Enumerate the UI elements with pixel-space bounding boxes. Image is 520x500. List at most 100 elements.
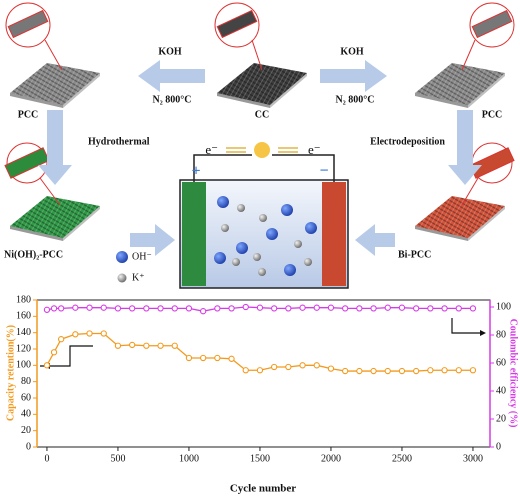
data-point <box>199 354 207 362</box>
data-point <box>171 305 178 312</box>
label: + <box>191 163 200 180</box>
y2-tick-label: 60 <box>496 357 506 368</box>
shape <box>461 39 476 71</box>
y-tick-label: 160 <box>16 311 31 322</box>
data-point <box>128 305 136 312</box>
shape <box>471 9 513 39</box>
shape <box>182 182 206 286</box>
data-point <box>72 304 79 311</box>
data-point <box>185 354 193 362</box>
x-tick-label: 2500 <box>392 453 412 464</box>
data-point <box>114 305 122 312</box>
shape <box>415 63 505 108</box>
label: Capacity retention(%) <box>5 325 16 421</box>
data-point <box>398 367 406 375</box>
data-point <box>100 304 107 311</box>
data-point <box>242 367 249 374</box>
data-point <box>100 330 107 337</box>
x-tick-label: 0 <box>44 453 49 464</box>
shape <box>355 224 395 256</box>
data-point <box>285 363 292 371</box>
data-point <box>299 362 306 369</box>
data-point <box>469 367 477 374</box>
shape <box>216 9 258 39</box>
shape <box>322 182 346 286</box>
data-point <box>86 330 93 337</box>
data-point <box>50 349 58 356</box>
data-point <box>171 342 178 349</box>
data-point <box>228 305 235 312</box>
y-tick-label: 0 <box>26 441 31 452</box>
data-point <box>384 304 391 311</box>
x-tick-label: 2000 <box>321 453 341 464</box>
shape <box>44 39 63 71</box>
y-tick-label: 140 <box>16 327 31 338</box>
shape <box>281 204 293 216</box>
y-tick-label: 20 <box>21 425 31 436</box>
data-point <box>143 342 150 349</box>
data-point <box>327 304 335 311</box>
data-point <box>72 331 79 338</box>
shape <box>251 39 263 71</box>
label: KOH <box>340 46 364 57</box>
label: PCC <box>18 109 39 120</box>
shape <box>38 110 72 185</box>
data-point <box>57 336 65 343</box>
y-tick-label: 40 <box>21 409 31 420</box>
data-point <box>214 354 221 362</box>
process-arrows <box>38 60 482 256</box>
y2-tick-label: 40 <box>496 385 506 396</box>
shape <box>226 147 298 153</box>
label: Coulombic efficiency (%) <box>508 319 519 428</box>
cell <box>116 142 349 289</box>
label: OH⁻ <box>132 251 152 262</box>
data-point <box>370 367 377 375</box>
data-point <box>327 365 335 372</box>
label: N₂ 800°C <box>336 94 375 105</box>
y-tick-label: 100 <box>16 360 31 371</box>
shape <box>320 60 387 92</box>
label: Cycle number <box>230 483 296 495</box>
data-point <box>256 304 264 311</box>
data-point <box>57 305 65 312</box>
data-point <box>356 305 363 312</box>
shape <box>117 273 127 283</box>
label: Bi-PCC <box>398 249 431 260</box>
plot-frame <box>36 299 491 448</box>
y2-tick-label: 20 <box>496 413 506 424</box>
x-tick-label: 1500 <box>250 453 270 464</box>
shape <box>7 9 49 39</box>
series-line <box>46 332 473 372</box>
shape <box>217 196 229 208</box>
annotation-arrow <box>451 318 482 334</box>
data-point <box>271 305 278 312</box>
label: Hydrothermal <box>88 136 150 147</box>
shape <box>10 63 100 108</box>
data-point <box>143 305 150 312</box>
data-point <box>271 363 278 371</box>
label: − <box>319 163 328 180</box>
data-point <box>185 305 193 312</box>
shape <box>232 258 240 266</box>
shape <box>138 60 205 92</box>
shape <box>284 264 296 276</box>
shape <box>214 252 226 264</box>
data-point <box>214 305 221 312</box>
label: KOH <box>158 46 182 57</box>
data-point <box>441 367 448 374</box>
y-tick-label: 80 <box>21 376 31 387</box>
data-point <box>256 367 264 374</box>
label: e⁻ <box>308 142 321 157</box>
data-point <box>157 342 164 349</box>
data-point <box>299 304 306 311</box>
shape <box>236 242 248 254</box>
data-point <box>370 305 377 312</box>
shape <box>237 204 245 212</box>
shape <box>448 110 482 185</box>
data-point <box>313 362 320 369</box>
data-point <box>228 355 235 362</box>
y2-tick-label: 0 <box>496 441 501 452</box>
shape <box>266 228 278 240</box>
data-point <box>384 367 391 375</box>
data-point <box>199 308 207 315</box>
